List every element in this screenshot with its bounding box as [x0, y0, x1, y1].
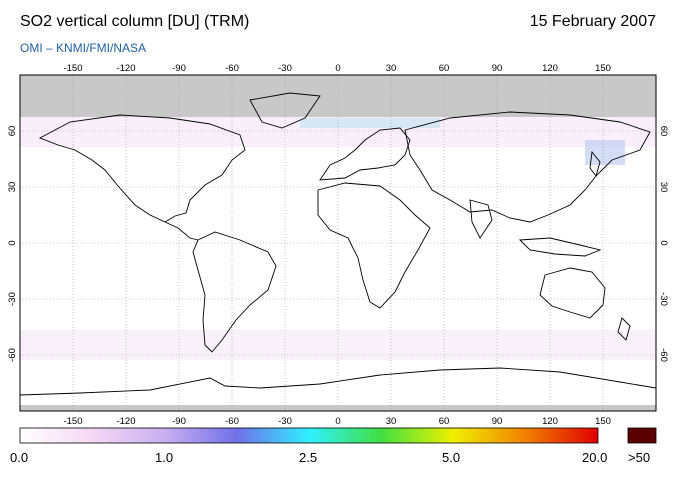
coast-asia	[404, 111, 651, 223]
lon-tick-bottom: -60	[225, 416, 239, 427]
lon-tick-bottom: 60	[439, 416, 450, 427]
lat-tick-left: -30	[7, 292, 18, 306]
coast-africa	[317, 182, 431, 309]
coast-japan	[589, 150, 601, 177]
coastlines	[20, 92, 656, 396]
coast-north-america	[38, 114, 246, 223]
lon-tick-bottom: 150	[595, 416, 611, 427]
colorbar-label-0: 0.0	[10, 450, 29, 465]
coast-greenland	[249, 92, 321, 129]
so2-noise-band	[300, 118, 440, 128]
coast-india	[469, 199, 493, 239]
lon-tick-bottom: 30	[386, 416, 397, 427]
lon-tick-top: -60	[225, 63, 239, 74]
lon-tick-top: -30	[278, 63, 292, 74]
colorbar-label-1: 1.0	[155, 450, 174, 465]
lat-tick-left: 30	[7, 182, 18, 193]
lat-tick-left: 60	[7, 126, 18, 137]
lon-tick-bottom: -150	[63, 416, 82, 427]
colorbar-overflow-box	[627, 427, 657, 444]
coast-south-america	[192, 231, 277, 353]
lon-tick-top: 90	[492, 63, 503, 74]
map-border	[19, 74, 657, 412]
map-tick-labels: -150 -150 -120 -120 -90 -90 -60 -60 -30 -30 0 0 30 30…	[7, 63, 669, 427]
graticule	[20, 75, 656, 411]
lon-tick-top: -150	[63, 63, 82, 74]
lat-tick-right: -60	[658, 348, 669, 362]
colorbar-overflow-label: >50	[628, 450, 651, 465]
coast-central-america	[164, 221, 199, 241]
coast-new-zealand	[617, 317, 631, 341]
lon-tick-bottom: 90	[492, 416, 503, 427]
lat-tick-right: -30	[658, 292, 669, 306]
lat-tick-left: -60	[7, 348, 18, 362]
coast-australia	[539, 267, 606, 319]
lon-tick-top: 150	[595, 63, 611, 74]
map-title: SO2 vertical column [DU] (TRM)	[20, 13, 250, 30]
lon-tick-bottom: -30	[278, 416, 292, 427]
colorbar	[19, 427, 599, 444]
lon-tick-top: -90	[172, 63, 186, 74]
lon-tick-top: 0	[335, 63, 340, 74]
lon-tick-bottom: 120	[542, 416, 558, 427]
lat-tick-right: 0	[658, 240, 669, 245]
coast-indonesia	[518, 237, 602, 257]
coast-europe	[319, 127, 411, 181]
lon-tick-bottom: -90	[172, 416, 186, 427]
data-credit: OMI – KNMI/FMI/NASA	[20, 41, 147, 55]
lon-tick-top: 30	[386, 63, 397, 74]
lon-tick-top: 120	[542, 63, 558, 74]
lon-tick-top: 60	[439, 63, 450, 74]
lon-tick-top: -120	[116, 63, 135, 74]
lat-tick-right: 30	[658, 182, 669, 193]
colorbar-label-2: 2.5	[299, 450, 318, 465]
coast-antarctica	[20, 367, 656, 396]
lon-tick-bottom: -120	[116, 416, 135, 427]
lon-tick-bottom: 0	[335, 416, 340, 427]
lat-tick-left: 0	[7, 240, 18, 245]
colorbar-label-3: 5.0	[442, 450, 461, 465]
lat-tick-right: 60	[658, 126, 669, 137]
colorbar-label-4: 20.0	[582, 450, 608, 465]
map-date: 15 February 2007	[529, 13, 656, 30]
